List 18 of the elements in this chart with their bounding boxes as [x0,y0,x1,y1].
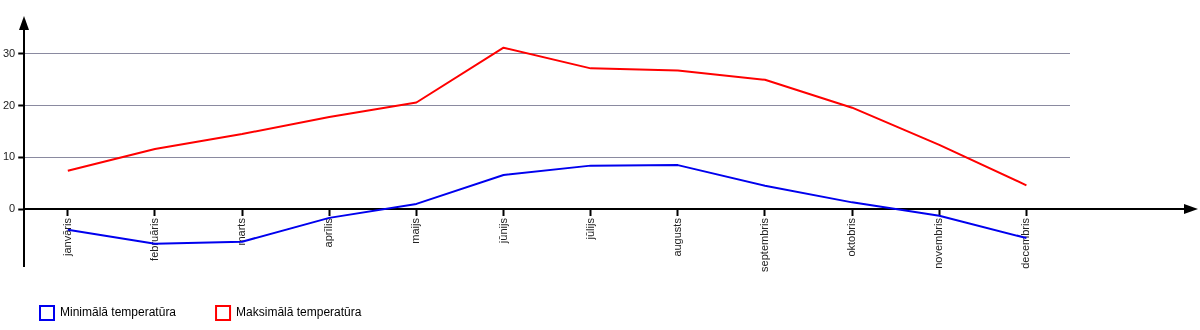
x-tick-label: februāris [147,217,160,261]
x-tick-label: novembris [932,217,945,269]
y-tick-label: 0 [9,202,16,215]
y-tick-label: 20 [2,98,16,111]
x-tick-label: decembris [1019,217,1032,269]
x-tick-label: janvāris [60,217,73,257]
x-tick-label: marts [235,217,248,246]
x-tick-label: jūlijs [583,217,596,241]
x-tick-label: oktobris [845,217,858,257]
x-tick-label: augusts [670,217,683,257]
y-tick-label: 30 [2,46,16,59]
legend-label: Minimālā temperatūra [60,305,177,320]
x-tick-label: aprīlis [322,217,335,248]
x-tick-label: jūnijs [496,217,509,245]
legend-label: Maksimālā temperatūra [236,305,362,320]
x-tick-label: maijs [409,217,422,244]
y-tick-label: 10 [2,150,16,163]
x-tick-label: septembris [758,217,771,272]
